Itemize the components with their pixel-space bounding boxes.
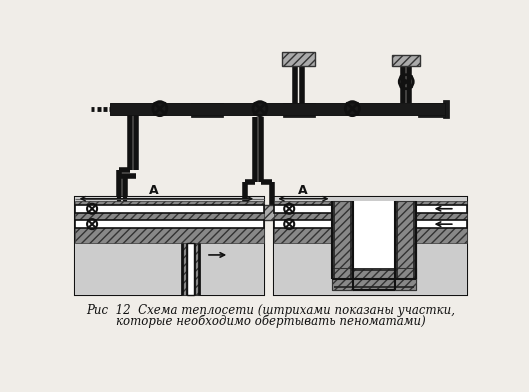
- Bar: [75, 220, 264, 228]
- Bar: [187, 243, 195, 295]
- Bar: [274, 197, 467, 295]
- Bar: [274, 201, 332, 243]
- Bar: [274, 220, 332, 228]
- Bar: [110, 103, 445, 115]
- Bar: [353, 201, 395, 268]
- Bar: [75, 205, 264, 212]
- Bar: [274, 197, 467, 295]
- Bar: [281, 53, 315, 66]
- Text: A: A: [297, 184, 307, 197]
- Bar: [75, 197, 264, 295]
- Bar: [110, 103, 445, 115]
- Bar: [332, 201, 353, 290]
- Bar: [443, 100, 449, 118]
- Bar: [274, 205, 332, 212]
- Bar: [190, 103, 223, 117]
- Bar: [75, 201, 264, 243]
- Bar: [395, 201, 416, 290]
- Text: A: A: [149, 184, 159, 197]
- Bar: [395, 201, 416, 290]
- Bar: [75, 197, 264, 295]
- Bar: [239, 205, 278, 220]
- Bar: [416, 205, 467, 212]
- Bar: [332, 268, 416, 290]
- Bar: [416, 201, 467, 243]
- Bar: [332, 268, 416, 290]
- Bar: [418, 103, 445, 117]
- Bar: [416, 220, 467, 228]
- Bar: [182, 243, 199, 295]
- Bar: [332, 201, 353, 290]
- Bar: [104, 209, 141, 224]
- Bar: [393, 55, 420, 65]
- Text: которые необходимо обертывать пеноматами): которые необходимо обертывать пеноматами…: [116, 315, 426, 328]
- Text: Рис  12  Схема теплосети (штрихами показаны участки,: Рис 12 Схема теплосети (штрихами показан…: [86, 303, 455, 317]
- Bar: [283, 103, 315, 117]
